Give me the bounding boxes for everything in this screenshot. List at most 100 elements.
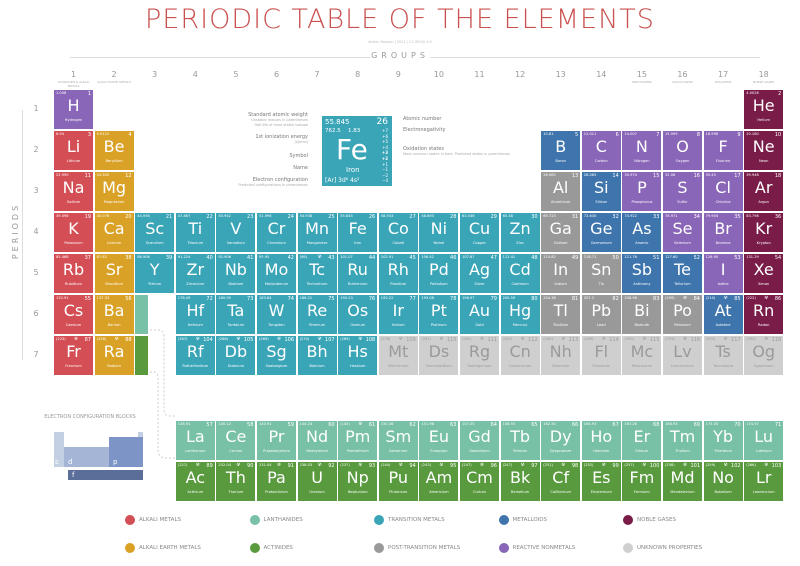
element-manganese[interactable]: 54.938 25 Mn Manganese: [297, 213, 337, 252]
element-bismuth[interactable]: 208.98 83 Bi Bismuth: [622, 295, 662, 334]
element-phosphorus[interactable]: 30.974 15 P Phosphorus: [622, 172, 662, 211]
element-rhenium[interactable]: 186.21 75 Re Rhenium: [297, 295, 337, 334]
element-bromine[interactable]: 79.904 35 Br Bromine: [703, 213, 743, 252]
element-rhodium[interactable]: 102.91 45 Rh Rhodium: [378, 254, 418, 293]
element-iridium[interactable]: 192.22 77 Ir Iridium: [378, 295, 418, 334]
element-titanium[interactable]: 47.867 22 Ti Titanium: [175, 213, 215, 252]
element-niobium[interactable]: 92.906 41 Nb Niobium: [216, 254, 256, 293]
element-californium[interactable]: (251) 98 Cf Californium ☢: [541, 462, 581, 501]
element-polonium[interactable]: (209) 84 Po Polonium ☢: [663, 295, 702, 334]
element-radon[interactable]: (222) 86 Rn Radon ☢: [744, 295, 784, 334]
element-beryllium[interactable]: 9.0122 4 Be Beryllium: [94, 131, 134, 170]
element-scandium[interactable]: 44.956 21 Sc Scandium: [135, 213, 175, 252]
element-lutetium[interactable]: 174.97 71 Lu Lutetium: [744, 421, 784, 460]
element-antimony[interactable]: 121.76 51 Sb Antimony: [622, 254, 662, 293]
element-dubnium[interactable]: (268) 105 Db Dubnium ☢: [216, 336, 256, 375]
element-moscovium[interactable]: (290) 115 Mc Moscovium ☢: [622, 336, 662, 375]
element-silver[interactable]: 107.87 47 Ag Silver: [460, 254, 499, 293]
element-copper[interactable]: 63.546 29 Cu Copper: [460, 213, 499, 252]
element-indium[interactable]: 114.82 49 In Indium: [541, 254, 581, 293]
element-gadolinium[interactable]: 157.25 64 Gd Gadolinium: [460, 421, 499, 460]
element-boron[interactable]: 10.81 5 B Boron: [541, 131, 581, 170]
element-potassium[interactable]: 39.098 19 K Potassium: [54, 213, 93, 252]
element-yttrium[interactable]: 88.906 39 Y Yttrium: [135, 254, 175, 293]
element-osmium[interactable]: 190.23 76 Os Osmium: [338, 295, 378, 334]
element-germanium[interactable]: 72.630 32 Ge Germanium: [581, 213, 621, 252]
element-helium[interactable]: 4.0026 2 He Helium: [744, 90, 784, 129]
element-chromium[interactable]: 51.996 24 Cr Chromium: [257, 213, 296, 252]
element-aluminium[interactable]: 26.982 13 Al Aluminium: [541, 172, 581, 211]
element-strontium[interactable]: 87.62 38 Sr Strontium: [94, 254, 134, 293]
element-actinium[interactable]: (227) 89 Ac Actinium ☢: [175, 462, 215, 501]
element-argon[interactable]: 39.948 18 Ar Argon: [744, 172, 784, 211]
element-protactinium[interactable]: 231.04 91 Pa Protactinium ☢: [257, 462, 296, 501]
element-fermium[interactable]: (257) 100 Fm Fermium ☢: [622, 462, 662, 501]
element-meitnerium[interactable]: (278) 109 Mt Meitnerium ☢: [378, 336, 418, 375]
element-tungsten[interactable]: 183.84 74 W Tungsten: [257, 295, 296, 334]
element-mercury[interactable]: 200.59 80 Hg Mercury: [500, 295, 540, 334]
element-chlorine[interactable]: 35.45 17 Cl Chlorine: [703, 172, 743, 211]
element-praseodymium[interactable]: 140.91 59 Pr Praseodymium: [257, 421, 296, 460]
element-americium[interactable]: (243) 95 Am Americium ☢: [419, 462, 459, 501]
element-bohrium[interactable]: (270) 107 Bh Bohrium ☢: [297, 336, 337, 375]
element-cobalt[interactable]: 58.933 27 Co Cobalt: [378, 213, 418, 252]
element-roentgenium[interactable]: (282) 111 Rg Roentgenium ☢: [460, 336, 499, 375]
element-livermorium[interactable]: (293) 116 Lv Livermorium ☢: [663, 336, 702, 375]
element-arsenic[interactable]: 74.922 33 As Arsenic: [622, 213, 662, 252]
element-iron[interactable]: 55.845 26 Fe Iron: [338, 213, 378, 252]
element-mendelevium[interactable]: (258) 101 Md Mendelevium ☢: [663, 462, 702, 501]
element-ruthenium[interactable]: 101.07 44 Ru Ruthenium: [338, 254, 378, 293]
element-fluorine[interactable]: 18.998 9 F Fluorine: [703, 131, 743, 170]
element-krypton[interactable]: 83.798 36 Kr Krypton: [744, 213, 784, 252]
element-sulfur[interactable]: 32.06 16 S Sulfur: [663, 172, 702, 211]
element-flerovium[interactable]: (289) 114 Fl Flerovium ☢: [581, 336, 621, 375]
element-darmstadtium[interactable]: (281) 110 Ds Darmstadtium ☢: [419, 336, 459, 375]
element-nobelium[interactable]: (259) 102 No Nobelium ☢: [703, 462, 743, 501]
element-oxygen[interactable]: 15.999 8 O Oxygen: [663, 131, 702, 170]
element-europium[interactable]: 151.96 63 Eu Europium: [419, 421, 459, 460]
element-iodine[interactable]: 126.90 53 I Iodine: [703, 254, 743, 293]
element-holmium[interactable]: 164.93 67 Ho Holmium: [581, 421, 621, 460]
element-zirconium[interactable]: 91.224 40 Zr Zirconium: [175, 254, 215, 293]
element-dysprosium[interactable]: 162.50 66 Dy Dysprosium: [541, 421, 581, 460]
element-rutherfordium[interactable]: (267) 104 Rf Rutherfordium ☢: [175, 336, 215, 375]
element-molybdenum[interactable]: 95.95 42 Mo Molybdenum: [257, 254, 296, 293]
element-ytterbium[interactable]: 173.05 70 Yb Ytterbium: [703, 421, 743, 460]
element-hafnium[interactable]: 178.49 72 Hf Hafnium: [175, 295, 215, 334]
element-uranium[interactable]: 238.03 92 U Uranium ☢: [297, 462, 337, 501]
element-thorium[interactable]: 232.04 90 Th Thorium ☢: [216, 462, 256, 501]
element-rubidium[interactable]: 85.468 37 Rb Rubidium: [54, 254, 93, 293]
element-oganesson[interactable]: (294) 118 Og Oganesson ☢: [744, 336, 784, 375]
element-francium[interactable]: (223) 87 Fr Francium ☢: [54, 336, 93, 375]
element-tellurium[interactable]: 127.60 52 Te Tellurium: [663, 254, 702, 293]
element-lithium[interactable]: 6.94 3 Li Lithium: [54, 131, 93, 170]
element-berkelium[interactable]: (247) 97 Bk Berkelium ☢: [500, 462, 540, 501]
element-einsteinium[interactable]: (252) 99 Es Einsteinium ☢: [581, 462, 621, 501]
element-nitrogen[interactable]: 14.007 7 N Nitrogen: [622, 131, 662, 170]
element-xenon[interactable]: 131.29 54 Xe Xenon: [744, 254, 784, 293]
element-copernicium[interactable]: (285) 112 Cn Copernicium ☢: [500, 336, 540, 375]
element-calcium[interactable]: 40.078 20 Ca Calcium: [94, 213, 134, 252]
element-hassium[interactable]: (269) 108 Hs Hassium ☢: [338, 336, 378, 375]
element-tantalum[interactable]: 180.95 73 Ta Tantalum: [216, 295, 256, 334]
element-neodymium[interactable]: 144.24 60 Nd Neodymium: [297, 421, 337, 460]
element-zinc[interactable]: 65.38 30 Zn Zinc: [500, 213, 540, 252]
element-samarium[interactable]: 150.36 62 Sm Samarium: [378, 421, 418, 460]
element-barium[interactable]: 137.33 56 Ba Barium: [94, 295, 134, 334]
element-vanadium[interactable]: 50.942 23 V Vanadium: [216, 213, 256, 252]
element-cerium[interactable]: 140.12 58 Ce Cerium: [216, 421, 256, 460]
element-silicon[interactable]: 28.085 14 Si Silicon: [581, 172, 621, 211]
element-nihonium[interactable]: (286) 113 Nh Nihonium ☢: [541, 336, 581, 375]
element-plutonium[interactable]: (244) 94 Pu Plutonium ☢: [378, 462, 418, 501]
element-tennessine[interactable]: (294) 117 Ts Tennessine ☢: [703, 336, 743, 375]
element-carbon[interactable]: 12.011 6 C Carbon: [581, 131, 621, 170]
element-curium[interactable]: (247) 96 Cm Curium ☢: [460, 462, 499, 501]
element-cadmium[interactable]: 112.41 48 Cd Cadmium: [500, 254, 540, 293]
element-sodium[interactable]: 22.990 11 Na Sodium: [54, 172, 93, 211]
element-hydrogen[interactable]: 1.008 1 H Hydrogen: [54, 90, 93, 129]
element-radium[interactable]: (226) 88 Ra Radium ☢: [94, 336, 134, 375]
element-lead[interactable]: 207.2 82 Pb Lead: [581, 295, 621, 334]
element-terbium[interactable]: 158.93 65 Tb Terbium: [500, 421, 540, 460]
element-palladium[interactable]: 106.42 46 Pd Palladium: [419, 254, 459, 293]
element-erbium[interactable]: 167.26 68 Er Erbium: [622, 421, 662, 460]
